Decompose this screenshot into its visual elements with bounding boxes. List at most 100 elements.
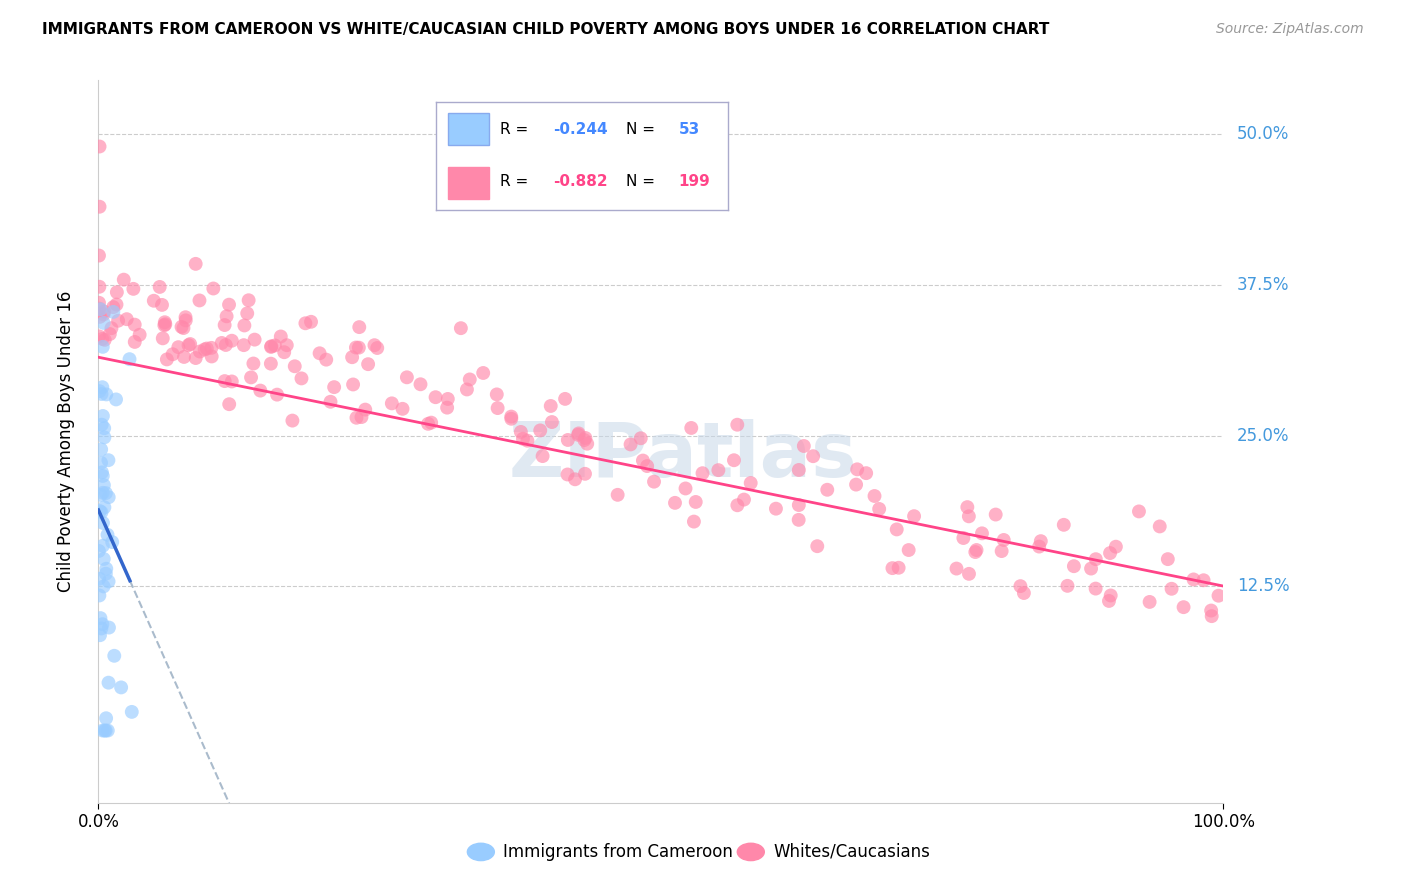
Point xyxy=(1105,540,1128,554)
Point xyxy=(87,329,110,343)
Point xyxy=(93,478,115,492)
Point xyxy=(115,312,138,326)
Point xyxy=(118,352,141,367)
Point xyxy=(89,200,111,214)
Point xyxy=(1208,589,1230,603)
Point xyxy=(89,572,111,586)
Point xyxy=(90,505,112,519)
Point xyxy=(103,305,125,319)
Point xyxy=(90,488,112,502)
Point xyxy=(855,466,877,480)
Point xyxy=(966,543,988,558)
Point xyxy=(1084,552,1107,566)
Point xyxy=(1084,582,1107,596)
Point xyxy=(1080,561,1102,575)
Point xyxy=(97,453,120,467)
Point xyxy=(557,467,579,482)
Point xyxy=(218,397,240,411)
Point xyxy=(576,436,599,450)
Point xyxy=(89,301,111,316)
Point xyxy=(124,334,146,349)
Point xyxy=(723,453,745,467)
Text: Whites/Caucasians: Whites/Caucasians xyxy=(773,843,931,861)
Point xyxy=(529,424,551,438)
Point xyxy=(142,293,165,308)
Point xyxy=(128,327,150,342)
Point xyxy=(152,331,174,345)
Point xyxy=(557,433,579,447)
Point xyxy=(90,622,112,636)
Point xyxy=(121,705,143,719)
Point xyxy=(606,488,628,502)
Point xyxy=(1098,594,1121,608)
Point xyxy=(409,377,432,392)
Point xyxy=(970,526,993,541)
Text: 25.0%: 25.0% xyxy=(1237,426,1289,444)
Point xyxy=(643,475,665,489)
Point xyxy=(863,489,886,503)
Point xyxy=(344,341,367,355)
Point xyxy=(153,318,176,333)
Point xyxy=(172,321,194,335)
Point xyxy=(456,383,478,397)
Point xyxy=(1173,600,1195,615)
Point xyxy=(567,427,589,442)
Point xyxy=(214,374,236,388)
Point xyxy=(299,315,322,329)
Point xyxy=(574,433,596,447)
Point xyxy=(631,453,654,467)
Point xyxy=(97,574,120,589)
Point xyxy=(101,535,124,549)
Point xyxy=(91,466,114,480)
Point xyxy=(281,414,304,428)
Point xyxy=(153,315,176,329)
Point xyxy=(886,523,908,537)
Point xyxy=(93,552,115,566)
Point xyxy=(984,508,1007,522)
Point xyxy=(184,351,207,365)
Point xyxy=(381,396,404,410)
Point xyxy=(170,319,193,334)
Point xyxy=(675,482,697,496)
Point xyxy=(93,500,115,515)
Point xyxy=(420,416,443,430)
Point xyxy=(815,483,838,497)
Point xyxy=(91,332,114,346)
Text: 37.5%: 37.5% xyxy=(1237,276,1289,294)
Point xyxy=(173,350,195,364)
Point xyxy=(725,498,748,512)
Point xyxy=(887,560,910,574)
Point xyxy=(945,561,967,575)
Point xyxy=(98,327,121,342)
Point xyxy=(740,476,762,491)
Point xyxy=(1160,582,1182,596)
Point xyxy=(707,463,730,477)
Point xyxy=(93,723,115,738)
Point xyxy=(270,329,292,343)
Point xyxy=(89,611,111,625)
Point xyxy=(97,490,120,504)
Point xyxy=(664,496,686,510)
Point xyxy=(391,401,413,416)
Point xyxy=(124,318,146,332)
Point xyxy=(97,675,120,690)
Point xyxy=(1182,573,1205,587)
Point xyxy=(97,723,120,738)
Point xyxy=(323,380,346,394)
Point xyxy=(806,539,828,553)
Point xyxy=(692,466,714,480)
Point xyxy=(179,337,201,351)
Point xyxy=(294,316,316,330)
Point xyxy=(91,409,114,423)
Point xyxy=(90,387,112,401)
Point xyxy=(174,310,197,325)
Point xyxy=(574,467,596,481)
Point xyxy=(236,306,259,320)
Point xyxy=(87,544,110,558)
Point xyxy=(93,308,115,322)
Point xyxy=(903,509,925,524)
Point xyxy=(89,384,111,398)
Point xyxy=(1053,517,1076,532)
Point xyxy=(93,430,115,444)
Point xyxy=(91,469,114,483)
